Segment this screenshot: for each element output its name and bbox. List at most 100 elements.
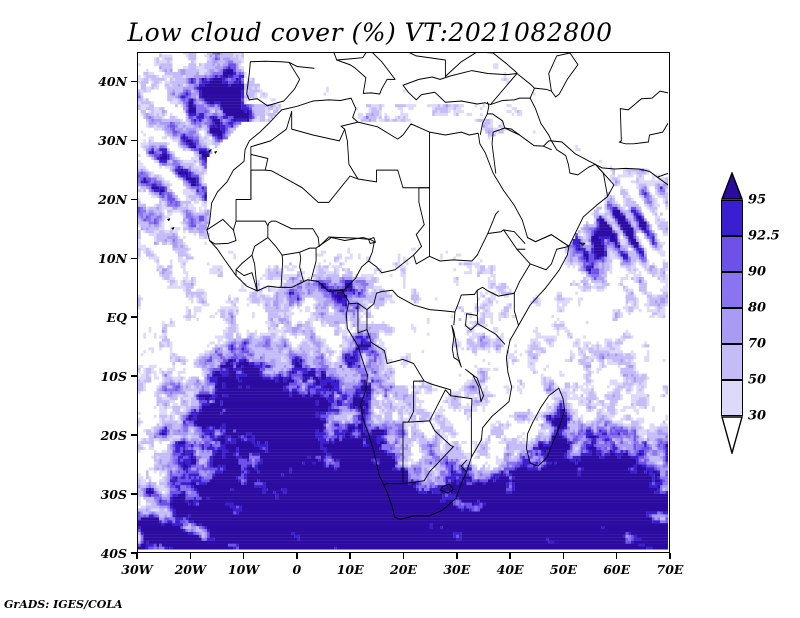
coastline-path xyxy=(376,289,456,313)
colorbar-label: 50 xyxy=(748,372,767,388)
page-title: Low cloud cover (%) VT:2021082800 xyxy=(127,18,613,47)
x-tick xyxy=(136,553,138,559)
coastline-path xyxy=(460,459,468,467)
colorbar-label: 30 xyxy=(748,408,767,424)
coastline-path xyxy=(526,387,566,467)
coastline-path xyxy=(529,97,552,142)
y-tick xyxy=(131,493,137,495)
coastline-path xyxy=(408,53,446,77)
coastline-path xyxy=(465,313,479,331)
coastline-path xyxy=(402,421,454,485)
y-axis-label: 10S xyxy=(100,369,127,385)
x-tick xyxy=(402,553,405,559)
colorbar-label: 92.5 xyxy=(748,228,780,244)
coastline-path xyxy=(171,227,175,230)
colorbar-segment xyxy=(721,236,743,272)
colorbar-segment xyxy=(721,308,743,344)
x-axis-label: 40E xyxy=(496,562,524,577)
y-tick xyxy=(131,434,137,436)
coastline-path xyxy=(516,245,570,271)
coastline-path xyxy=(383,483,404,485)
y-axis-label: EQ xyxy=(106,310,127,326)
coastline-path xyxy=(246,60,301,107)
coastline-path xyxy=(250,111,293,155)
y-axis-label: 40S xyxy=(100,546,127,561)
coastline-path xyxy=(429,389,454,448)
colorbar-bottom-cap xyxy=(721,416,743,456)
coastline-path xyxy=(235,254,253,277)
y-axis-label: 10N xyxy=(98,251,127,267)
coastline-path xyxy=(444,53,518,77)
coastline-path xyxy=(167,218,171,222)
coastline-path xyxy=(291,111,359,142)
coastline-path xyxy=(594,163,609,198)
y-tick xyxy=(131,375,137,377)
colorbar-segment xyxy=(721,200,743,236)
x-axis-label: 50E xyxy=(549,562,577,577)
coastline-path xyxy=(386,358,425,423)
coastline-path xyxy=(267,225,284,288)
credit-label: GrADS: IGES/COLA xyxy=(4,598,123,611)
x-tick xyxy=(669,553,671,559)
y-tick xyxy=(131,198,137,201)
coastline-path xyxy=(453,293,476,326)
coastline-path xyxy=(550,140,668,186)
y-tick xyxy=(131,316,137,318)
colorbar: 95 92.5 90 80 70 50 30 xyxy=(716,170,780,460)
coastline-path xyxy=(486,113,544,147)
x-axis-label: 70E xyxy=(656,562,684,577)
x-axis-label: 30W xyxy=(121,562,153,577)
coastline-path xyxy=(206,218,237,245)
coastline-path xyxy=(336,53,396,95)
coastline-path xyxy=(413,254,478,265)
coastline-path xyxy=(357,302,368,334)
coastline-path xyxy=(451,324,462,368)
coastline-path xyxy=(368,224,425,274)
map-svg xyxy=(138,53,668,551)
x-axis-label: 60E xyxy=(603,562,631,577)
coastline-path xyxy=(476,210,499,256)
coastline-path xyxy=(656,172,668,178)
coastline-path xyxy=(214,150,217,154)
colorbar-label: 80 xyxy=(748,300,767,316)
colorbar-label: 70 xyxy=(748,336,767,352)
coastline-path xyxy=(465,368,485,403)
coastline-path xyxy=(250,153,269,200)
y-axis-label: 30N xyxy=(98,133,127,149)
y-axis-label: 20N xyxy=(98,192,127,208)
x-tick xyxy=(509,553,511,559)
y-tick xyxy=(131,139,137,142)
coastline-path xyxy=(206,97,570,520)
coastline-path xyxy=(491,127,521,174)
x-tick xyxy=(349,553,351,559)
y-axis-label: 30S xyxy=(100,487,127,503)
x-tick xyxy=(456,553,458,559)
cloud-cover-raster xyxy=(138,53,668,550)
colorbar-label: 95 xyxy=(748,192,767,208)
coastline-layer xyxy=(167,53,668,520)
coastline-path xyxy=(333,53,338,61)
coastline-path xyxy=(477,323,506,345)
coastline-path xyxy=(579,242,586,246)
coastline-path xyxy=(281,247,317,280)
coastline-path xyxy=(299,251,304,282)
x-tick xyxy=(242,553,245,559)
x-tick xyxy=(296,553,298,559)
x-tick xyxy=(615,553,618,559)
colorbar-label: 90 xyxy=(748,264,767,280)
x-axis-label: 30E xyxy=(443,562,471,577)
coastline-path xyxy=(318,236,370,247)
x-axis-label: 20E xyxy=(390,562,417,577)
coastline-path xyxy=(418,187,430,226)
y-tick xyxy=(131,552,137,554)
colorbar-segment xyxy=(721,380,743,416)
colorbar-segment xyxy=(721,344,743,380)
coastline-path xyxy=(343,241,375,291)
y-tick xyxy=(131,80,137,83)
y-axis-label: 40N xyxy=(98,74,127,90)
coastline-path xyxy=(618,108,668,145)
coastline-path xyxy=(232,220,320,247)
coastline-path xyxy=(407,420,430,423)
y-tick xyxy=(131,257,137,260)
